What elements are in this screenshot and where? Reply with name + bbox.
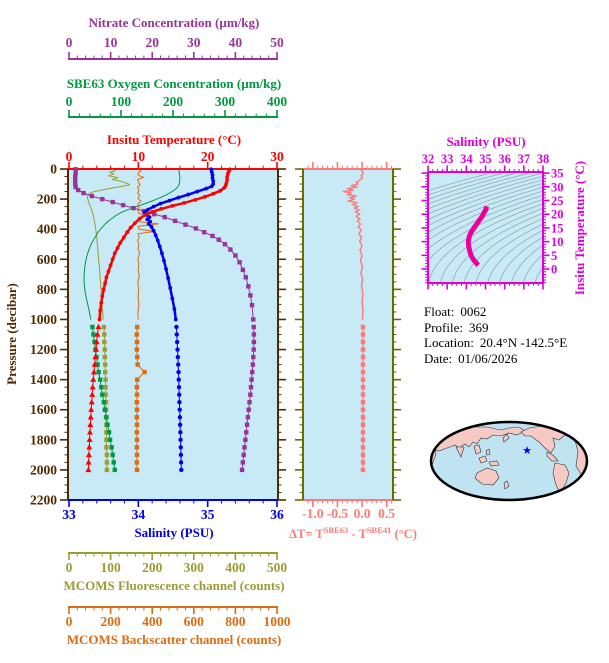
float-location-star-icon: ★ [522,445,532,457]
location-row: Location: 20.4°N -142.5°E [424,335,568,350]
tick-label: 2000 [30,462,57,477]
ts-temperature-axis-title: Insitu Temperature (°C) [572,161,587,295]
tick-label: 32 [422,152,435,166]
tick-label: 100 [111,94,132,109]
tick-label: 35 [201,507,215,522]
tick-label: 30 [187,35,201,50]
tick-label: 200 [37,192,58,207]
float-info-block: Float: 0062 Profile: 369 Location: 20.4°N -… [424,304,573,366]
temperature-axis-title: Insitu Temperature (°C) [107,132,241,147]
tick-label: 0 [551,263,557,277]
tick-label: 10 [132,149,146,164]
tick-label: 1200 [30,342,57,357]
world-map: ★ [429,420,589,502]
tick-label: 50 [270,35,284,50]
tick-label: 10 [551,235,564,249]
tick-label: 0.5 [378,506,395,521]
tick-label: 36 [498,152,511,166]
tick-label: 600 [37,252,58,267]
tick-label: 500 [267,560,288,575]
tick-label: 33 [62,507,76,522]
tick-label: 300 [215,94,236,109]
tick-label: 38 [537,152,550,166]
pressure-axis-title: Pressure (decibar) [4,283,19,385]
delta-t-axis-label: ΔT= TSBE63 - TSBE41 (°C) [289,525,417,542]
tick-label: 1000 [264,614,291,629]
tick-label: 0.0 [354,506,371,521]
tick-label: 800 [37,282,58,297]
tick-label: 10 [104,35,118,50]
tick-label: 35 [551,167,564,181]
tick-label: 40 [229,35,243,50]
tick-label: 2200 [30,493,57,508]
tick-label: 400 [142,614,163,629]
salinity-axis-title: Salinity (PSU) [134,525,213,540]
float-id-row: Float: 0062 [424,304,487,319]
tick-label: 1800 [30,432,57,447]
tick-label: 800 [225,614,246,629]
tick-label: 0 [66,614,73,629]
tick-label: 25 [551,194,564,208]
backscatter-axis-title: MCOMS Backscatter channel (counts) [67,632,282,647]
tick-label: -0.5 [327,506,349,521]
tick-label: 0 [66,149,73,164]
date-row: Date: 01/06/2026 [424,350,518,366]
tick-label: 200 [142,560,163,575]
tick-label: 35 [479,152,492,166]
tick-label: 5 [551,249,557,263]
tick-label: 36 [270,507,284,522]
tick-label: 0 [66,35,73,50]
tick-label: 200 [163,94,184,109]
tick-label: 400 [267,94,288,109]
tick-label: 1000 [30,312,57,327]
tick-label: 20 [201,149,215,164]
ts-salinity-axis-title: Salinity (PSU) [446,134,525,149]
tick-label: 30 [551,180,564,194]
tick-label: 1400 [30,372,57,387]
tick-label: 0 [50,162,57,177]
tick-label: 15 [551,221,564,235]
tick-label: 300 [184,560,205,575]
oxygen-axis-title: SBE63 Oxygen Concentration (µm/kg) [67,76,281,91]
tick-label: -1.0 [302,506,324,521]
profile-number-row: Profile: 369 [424,319,489,335]
tick-label: 30 [270,149,284,164]
tick-label: 200 [100,614,121,629]
tick-label: 34 [460,152,473,166]
tick-label: 1600 [30,402,57,417]
tick-label: 20 [551,208,564,222]
tick-label: 100 [100,560,121,575]
tick-label: 20 [145,35,159,50]
tick-label: 0 [66,94,73,109]
tick-label: 0 [66,560,73,575]
tick-label: 400 [225,560,246,575]
tick-label: 34 [132,507,146,522]
tick-label: 37 [518,152,531,166]
fluorescence-axis-title: MCOMS Fluorescence channel (counts) [63,578,284,593]
tick-label: 600 [184,614,205,629]
nitrate-axis-title: Nitrate Concentration (µm/kg) [89,15,260,30]
tick-label: 33 [441,152,454,166]
tick-label: 400 [37,222,58,237]
